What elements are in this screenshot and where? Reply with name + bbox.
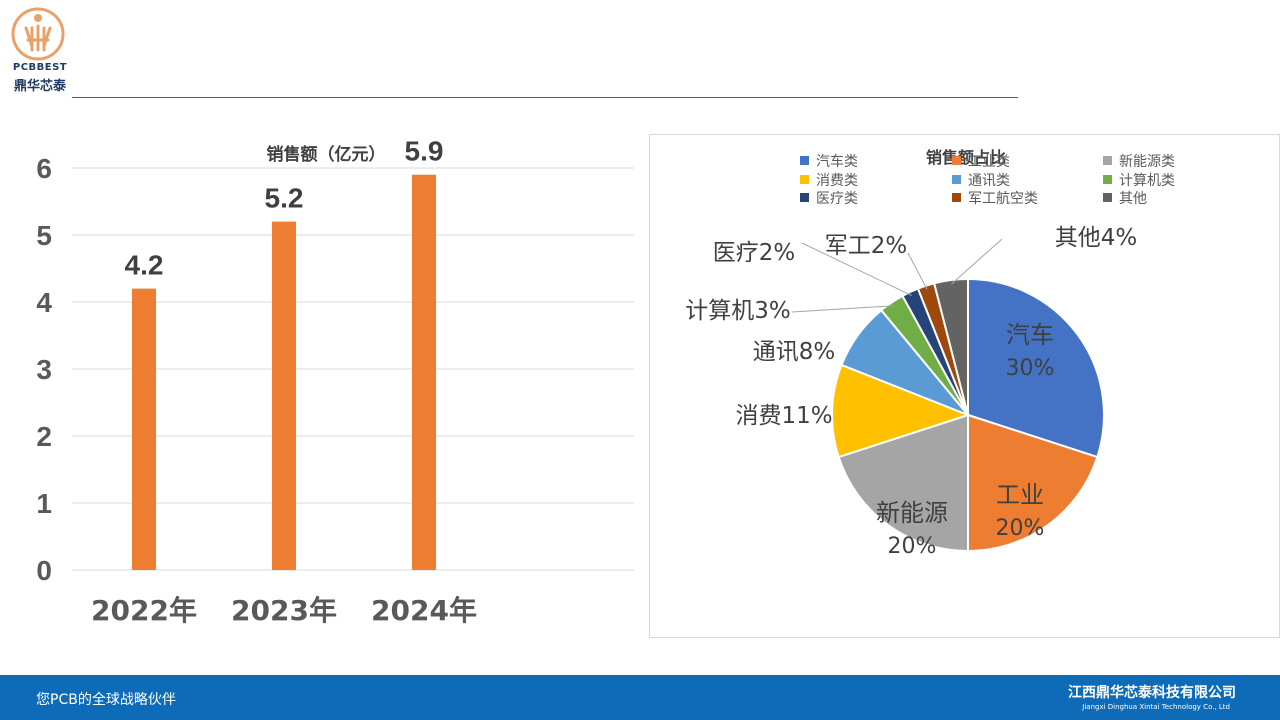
company-logo: PCBBEST 鼎华芯泰 xyxy=(8,6,72,94)
bar-data-label: 5.2 xyxy=(265,183,304,214)
pie-slice xyxy=(837,413,969,553)
legend-swatch xyxy=(952,156,961,165)
legend-swatch xyxy=(1103,175,1112,184)
legend-swatch xyxy=(1103,193,1112,202)
pie-slice-percent: 30% xyxy=(1006,356,1055,381)
legend-swatch xyxy=(952,193,961,202)
y-tick-label: 1 xyxy=(36,488,52,519)
y-tick-label: 2 xyxy=(36,421,52,452)
pie-outside-label: 其他4% xyxy=(1055,225,1138,251)
y-tick-label: 0 xyxy=(36,555,52,586)
pie-outside-label: 军工2% xyxy=(825,233,908,259)
footer-bar: 您PCB的全球战略伙伴 江西鼎华芯泰科技有限公司 Jiangxi Dinghua… xyxy=(0,675,1280,720)
logo-emblem-icon xyxy=(11,7,65,61)
x-tick-label: 2024年 xyxy=(371,594,477,627)
bar xyxy=(132,288,156,570)
bar-data-label: 4.2 xyxy=(125,250,164,281)
legend-label: 新能源类 xyxy=(1119,154,1175,170)
legend-label: 军工航空类 xyxy=(968,191,1038,207)
pie-slice xyxy=(967,413,1099,553)
bar-chart-svg: 0 1 2 3 4 5 6 销售额（亿元） 4.2 2022年 5.2 2023年 5.9 2024年 xyxy=(36,136,634,627)
logo-text-en: PCBBEST xyxy=(12,62,68,73)
pie-slice xyxy=(831,363,971,459)
pie-slice xyxy=(967,277,1105,459)
bar-data-label: 5.9 xyxy=(405,136,444,167)
sales-bar-chart: 0 1 2 3 4 5 6 销售额（亿元） 4.2 2022年 5.2 2023年 5.9 2024年 xyxy=(0,120,650,640)
pie-slice-percent: 20% xyxy=(996,516,1045,541)
y-tick-label: 6 xyxy=(36,153,52,184)
pie-outside-label: 通讯8% xyxy=(753,339,836,365)
y-tick-label: 4 xyxy=(36,287,52,318)
footer-company-name-en: Jiangxi Dinghua Xintai Technology Co., L… xyxy=(1082,703,1230,711)
leader-line xyxy=(951,238,1003,285)
leader-line xyxy=(801,242,913,297)
legend-swatch xyxy=(952,175,961,184)
pie-outside-label: 消费11% xyxy=(735,403,832,429)
legend-label: 计算机类 xyxy=(1119,173,1175,189)
footer-slogan: 您PCB的全球战略伙伴 xyxy=(36,692,176,708)
legend-label: 通讯类 xyxy=(968,173,1010,189)
x-tick-label: 2022年 xyxy=(91,594,197,627)
pie-chart-title: 销售额占比 xyxy=(926,148,1006,167)
y-tick-label: 5 xyxy=(36,220,52,251)
legend-swatch xyxy=(800,193,809,202)
legend-label: 汽车类 xyxy=(816,153,858,170)
pie-outside-label: 医疗2% xyxy=(713,240,796,266)
pie-slice-label: 工业 xyxy=(996,481,1044,509)
header-divider xyxy=(72,97,1018,98)
logo-text-cn: 鼎华芯泰 xyxy=(13,79,66,94)
leader-line xyxy=(907,252,928,290)
legend-swatch xyxy=(800,175,809,184)
legend-label: 消费类 xyxy=(816,173,858,189)
legend-swatch xyxy=(1103,156,1112,165)
pie-slice xyxy=(932,277,969,416)
bar xyxy=(412,174,436,570)
pie-outside-label: 计算机3% xyxy=(685,298,791,324)
pie-slice-percent: 20% xyxy=(888,534,937,559)
y-tick-label: 3 xyxy=(36,354,52,385)
pie-slice-label: 新能源 xyxy=(876,499,948,527)
footer-company-name: 江西鼎华芯泰科技有限公司 xyxy=(1068,685,1236,701)
bar-chart-title: 销售额（亿元） xyxy=(267,144,386,165)
legend-label: 医疗类 xyxy=(816,191,858,207)
sales-share-pie-chart: 销售额占比 汽车类 工业类 新能源类消费类 通讯类 计算机类医疗类 军工航空类 其他汽车 30%… xyxy=(649,134,1280,638)
legend-swatch xyxy=(800,156,809,165)
pie-slice-label: 汽车 xyxy=(1006,321,1054,349)
x-tick-label: 2023年 xyxy=(231,594,337,627)
leader-line xyxy=(791,305,894,313)
bar xyxy=(272,221,296,570)
legend-label: 其他 xyxy=(1119,191,1147,207)
legend-label: 工业类 xyxy=(968,154,1010,170)
